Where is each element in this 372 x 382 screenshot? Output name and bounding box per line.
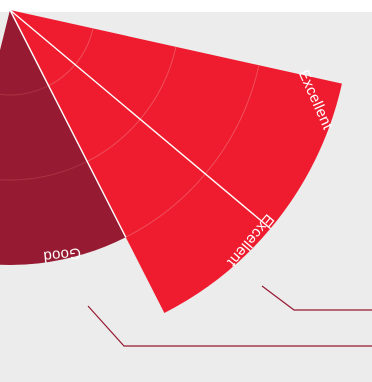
segment-excellent-upper-rings xyxy=(74,28,260,175)
segment-good-ring-1 xyxy=(0,85,49,96)
segment-excellent-lower-ring-2 xyxy=(86,118,141,162)
segment-excellent-lower-rings xyxy=(48,64,206,238)
segment-good-fill xyxy=(0,10,126,265)
top-white-strip xyxy=(0,0,372,12)
label-good: Good xyxy=(42,244,81,265)
segment-excellent-lower xyxy=(10,10,271,313)
segment-excellent-upper-fill xyxy=(10,10,342,229)
segment-good-rings xyxy=(0,85,88,181)
leader-line-excellent xyxy=(261,285,372,311)
segment-good xyxy=(0,10,126,265)
segment-excellent-lower-ring-1 xyxy=(48,64,76,87)
leader-line-good xyxy=(87,305,372,347)
segment-separator-lower xyxy=(9,9,127,238)
segment-excellent-upper-ring-1 xyxy=(74,28,94,65)
segment-excellent-upper-ring-3 xyxy=(204,65,260,175)
segment-separator-upper xyxy=(9,9,271,230)
segment-excellent-upper xyxy=(10,10,342,229)
segment-excellent-upper-ring-2 xyxy=(139,46,177,120)
segment-excellent-lower-fill xyxy=(10,10,271,313)
segment-excellent-lower-ring-3 xyxy=(125,173,206,238)
segment-good-ring-2 xyxy=(0,161,88,181)
